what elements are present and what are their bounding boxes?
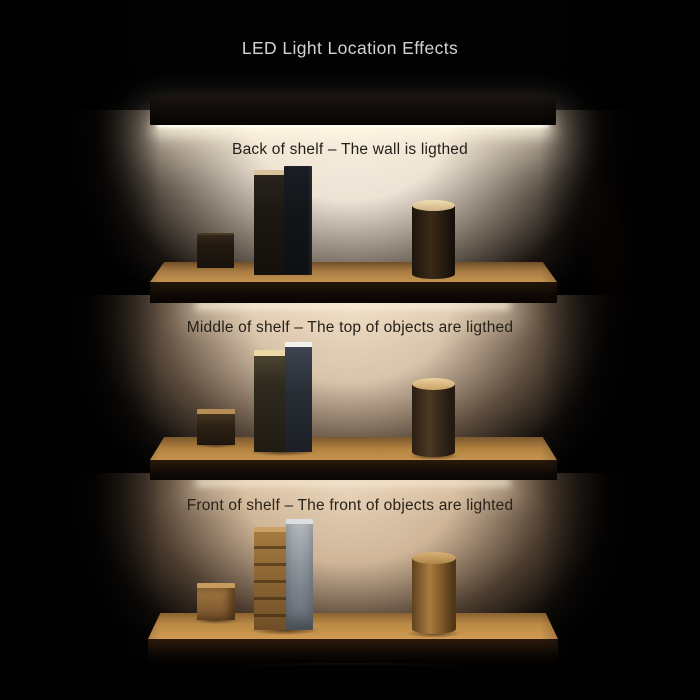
book-right-spine-lit	[286, 519, 313, 630]
cylinder-top-rim	[412, 200, 455, 211]
cylinder-front-lit	[412, 558, 456, 634]
book-left-spine-lit	[254, 527, 287, 630]
top-shelf	[150, 95, 556, 125]
caption-middle-of-shelf: Middle of shelf – The top of objects are…	[186, 319, 514, 336]
book-left-silhouette	[254, 170, 285, 275]
shelf-wood-top	[150, 262, 557, 282]
shelf-front-edge	[148, 639, 558, 663]
caption-front-of-shelf: Front of shelf – The front of objects ar…	[186, 497, 514, 514]
cube-top-lit	[197, 409, 235, 445]
book-left-top-lit	[254, 350, 286, 452]
page-title: LED Light Location Effects	[241, 38, 459, 58]
cube-silhouette	[197, 233, 234, 268]
cylinder-silhouette	[412, 205, 455, 279]
cylinder-top-lit	[412, 378, 455, 390]
cube-contact-shadow	[193, 616, 239, 624]
books-contact-shadow	[250, 626, 320, 635]
shelf-front-edge	[150, 460, 557, 480]
cylinder-top-rim	[412, 552, 456, 564]
caption-back-of-shelf: Back of shelf – The wall is ligthed	[232, 141, 468, 158]
led-glow-front	[195, 479, 511, 486]
shelf-front-edge	[150, 282, 557, 303]
book-right-top-lit	[285, 342, 312, 452]
led-strip-back	[156, 123, 550, 128]
books-contact-shadow	[250, 448, 316, 456]
book-right-silhouette	[284, 166, 312, 275]
led-glow-middle	[195, 302, 511, 309]
cylinder-body	[412, 384, 455, 457]
cube-front-lit	[197, 583, 235, 620]
